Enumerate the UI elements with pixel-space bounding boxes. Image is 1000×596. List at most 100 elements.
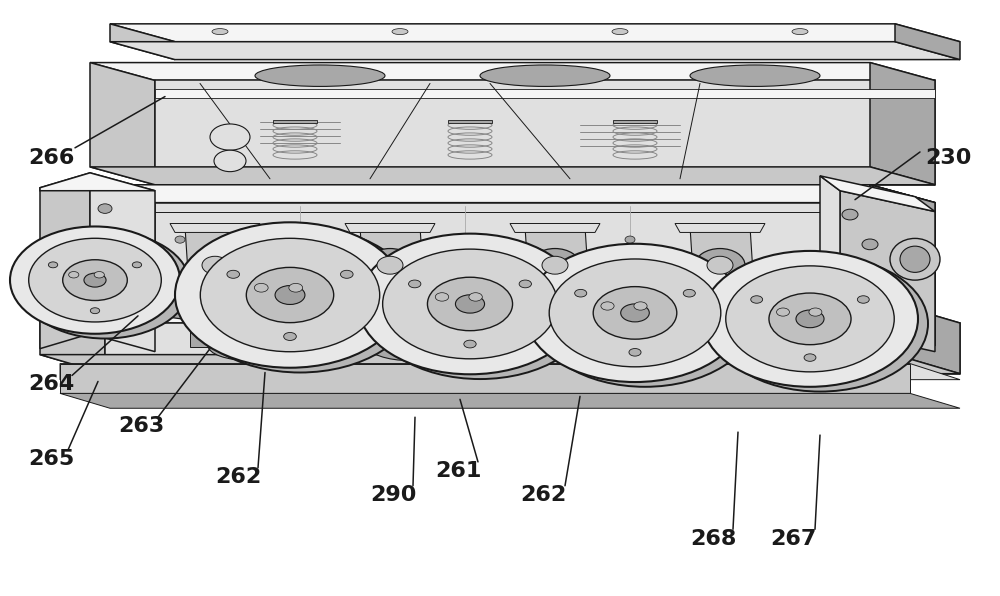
Ellipse shape xyxy=(695,249,745,282)
Ellipse shape xyxy=(255,65,385,86)
Ellipse shape xyxy=(98,269,112,279)
Polygon shape xyxy=(360,226,425,304)
Ellipse shape xyxy=(48,262,58,268)
Ellipse shape xyxy=(707,256,733,274)
Polygon shape xyxy=(185,226,250,304)
Ellipse shape xyxy=(200,238,380,352)
Polygon shape xyxy=(613,120,657,123)
Ellipse shape xyxy=(275,285,305,305)
Ellipse shape xyxy=(890,238,940,280)
Ellipse shape xyxy=(560,305,680,321)
Polygon shape xyxy=(90,185,935,203)
Ellipse shape xyxy=(214,150,246,172)
Polygon shape xyxy=(90,292,935,310)
Ellipse shape xyxy=(549,259,721,367)
Text: 290: 290 xyxy=(370,485,416,505)
Ellipse shape xyxy=(94,272,104,278)
Polygon shape xyxy=(448,120,492,123)
Polygon shape xyxy=(510,224,600,232)
Ellipse shape xyxy=(245,236,255,243)
Polygon shape xyxy=(870,185,935,346)
Ellipse shape xyxy=(634,302,647,310)
Ellipse shape xyxy=(98,299,112,309)
Polygon shape xyxy=(870,185,935,310)
Polygon shape xyxy=(90,167,935,185)
Polygon shape xyxy=(895,304,960,374)
Polygon shape xyxy=(40,173,90,349)
Ellipse shape xyxy=(842,209,858,220)
Polygon shape xyxy=(525,226,590,304)
Polygon shape xyxy=(190,328,260,347)
Polygon shape xyxy=(155,80,935,185)
Ellipse shape xyxy=(202,256,228,274)
Ellipse shape xyxy=(377,256,403,274)
Ellipse shape xyxy=(392,29,408,35)
Ellipse shape xyxy=(227,271,240,278)
Ellipse shape xyxy=(254,283,268,292)
Polygon shape xyxy=(40,355,960,374)
Text: 262: 262 xyxy=(520,485,566,505)
Ellipse shape xyxy=(683,290,695,297)
Polygon shape xyxy=(60,393,960,408)
Ellipse shape xyxy=(688,331,772,361)
Ellipse shape xyxy=(593,287,677,339)
Polygon shape xyxy=(105,323,960,374)
Ellipse shape xyxy=(469,293,482,301)
Ellipse shape xyxy=(190,249,240,282)
Ellipse shape xyxy=(365,249,415,282)
Ellipse shape xyxy=(777,308,789,316)
Ellipse shape xyxy=(857,296,869,303)
Ellipse shape xyxy=(792,29,808,35)
Ellipse shape xyxy=(289,283,303,292)
Ellipse shape xyxy=(455,295,485,313)
Ellipse shape xyxy=(542,256,568,274)
Ellipse shape xyxy=(20,231,190,339)
Ellipse shape xyxy=(842,269,858,280)
Polygon shape xyxy=(90,173,155,352)
Ellipse shape xyxy=(535,236,545,243)
Ellipse shape xyxy=(435,293,449,301)
Ellipse shape xyxy=(340,271,353,278)
Polygon shape xyxy=(870,185,935,346)
Polygon shape xyxy=(840,191,935,352)
Polygon shape xyxy=(110,42,960,60)
Ellipse shape xyxy=(365,236,375,243)
Ellipse shape xyxy=(246,268,334,322)
Polygon shape xyxy=(155,203,935,310)
Polygon shape xyxy=(90,185,155,310)
Text: 266: 266 xyxy=(28,148,74,168)
Ellipse shape xyxy=(360,305,480,321)
Ellipse shape xyxy=(284,333,296,340)
Ellipse shape xyxy=(464,340,476,348)
Ellipse shape xyxy=(621,304,649,322)
Ellipse shape xyxy=(629,349,641,356)
Text: 267: 267 xyxy=(770,529,816,550)
Ellipse shape xyxy=(519,280,531,288)
Polygon shape xyxy=(895,24,960,60)
Polygon shape xyxy=(675,224,765,232)
Ellipse shape xyxy=(740,305,860,321)
Text: 230: 230 xyxy=(925,148,971,168)
Polygon shape xyxy=(350,328,420,347)
Ellipse shape xyxy=(368,238,592,379)
Polygon shape xyxy=(110,24,175,60)
Text: 268: 268 xyxy=(690,529,736,550)
Ellipse shape xyxy=(538,331,622,361)
Ellipse shape xyxy=(210,124,250,150)
Ellipse shape xyxy=(525,244,745,382)
Ellipse shape xyxy=(535,249,755,387)
Ellipse shape xyxy=(900,246,930,272)
Ellipse shape xyxy=(409,280,421,288)
Polygon shape xyxy=(690,226,755,304)
Ellipse shape xyxy=(625,236,635,243)
Ellipse shape xyxy=(702,251,918,387)
Ellipse shape xyxy=(809,308,822,316)
Polygon shape xyxy=(680,328,750,347)
Ellipse shape xyxy=(175,222,405,368)
Ellipse shape xyxy=(769,293,851,344)
Text: 263: 263 xyxy=(118,416,164,436)
Ellipse shape xyxy=(185,227,415,372)
Ellipse shape xyxy=(160,305,280,321)
Polygon shape xyxy=(820,176,840,331)
Polygon shape xyxy=(820,328,890,347)
